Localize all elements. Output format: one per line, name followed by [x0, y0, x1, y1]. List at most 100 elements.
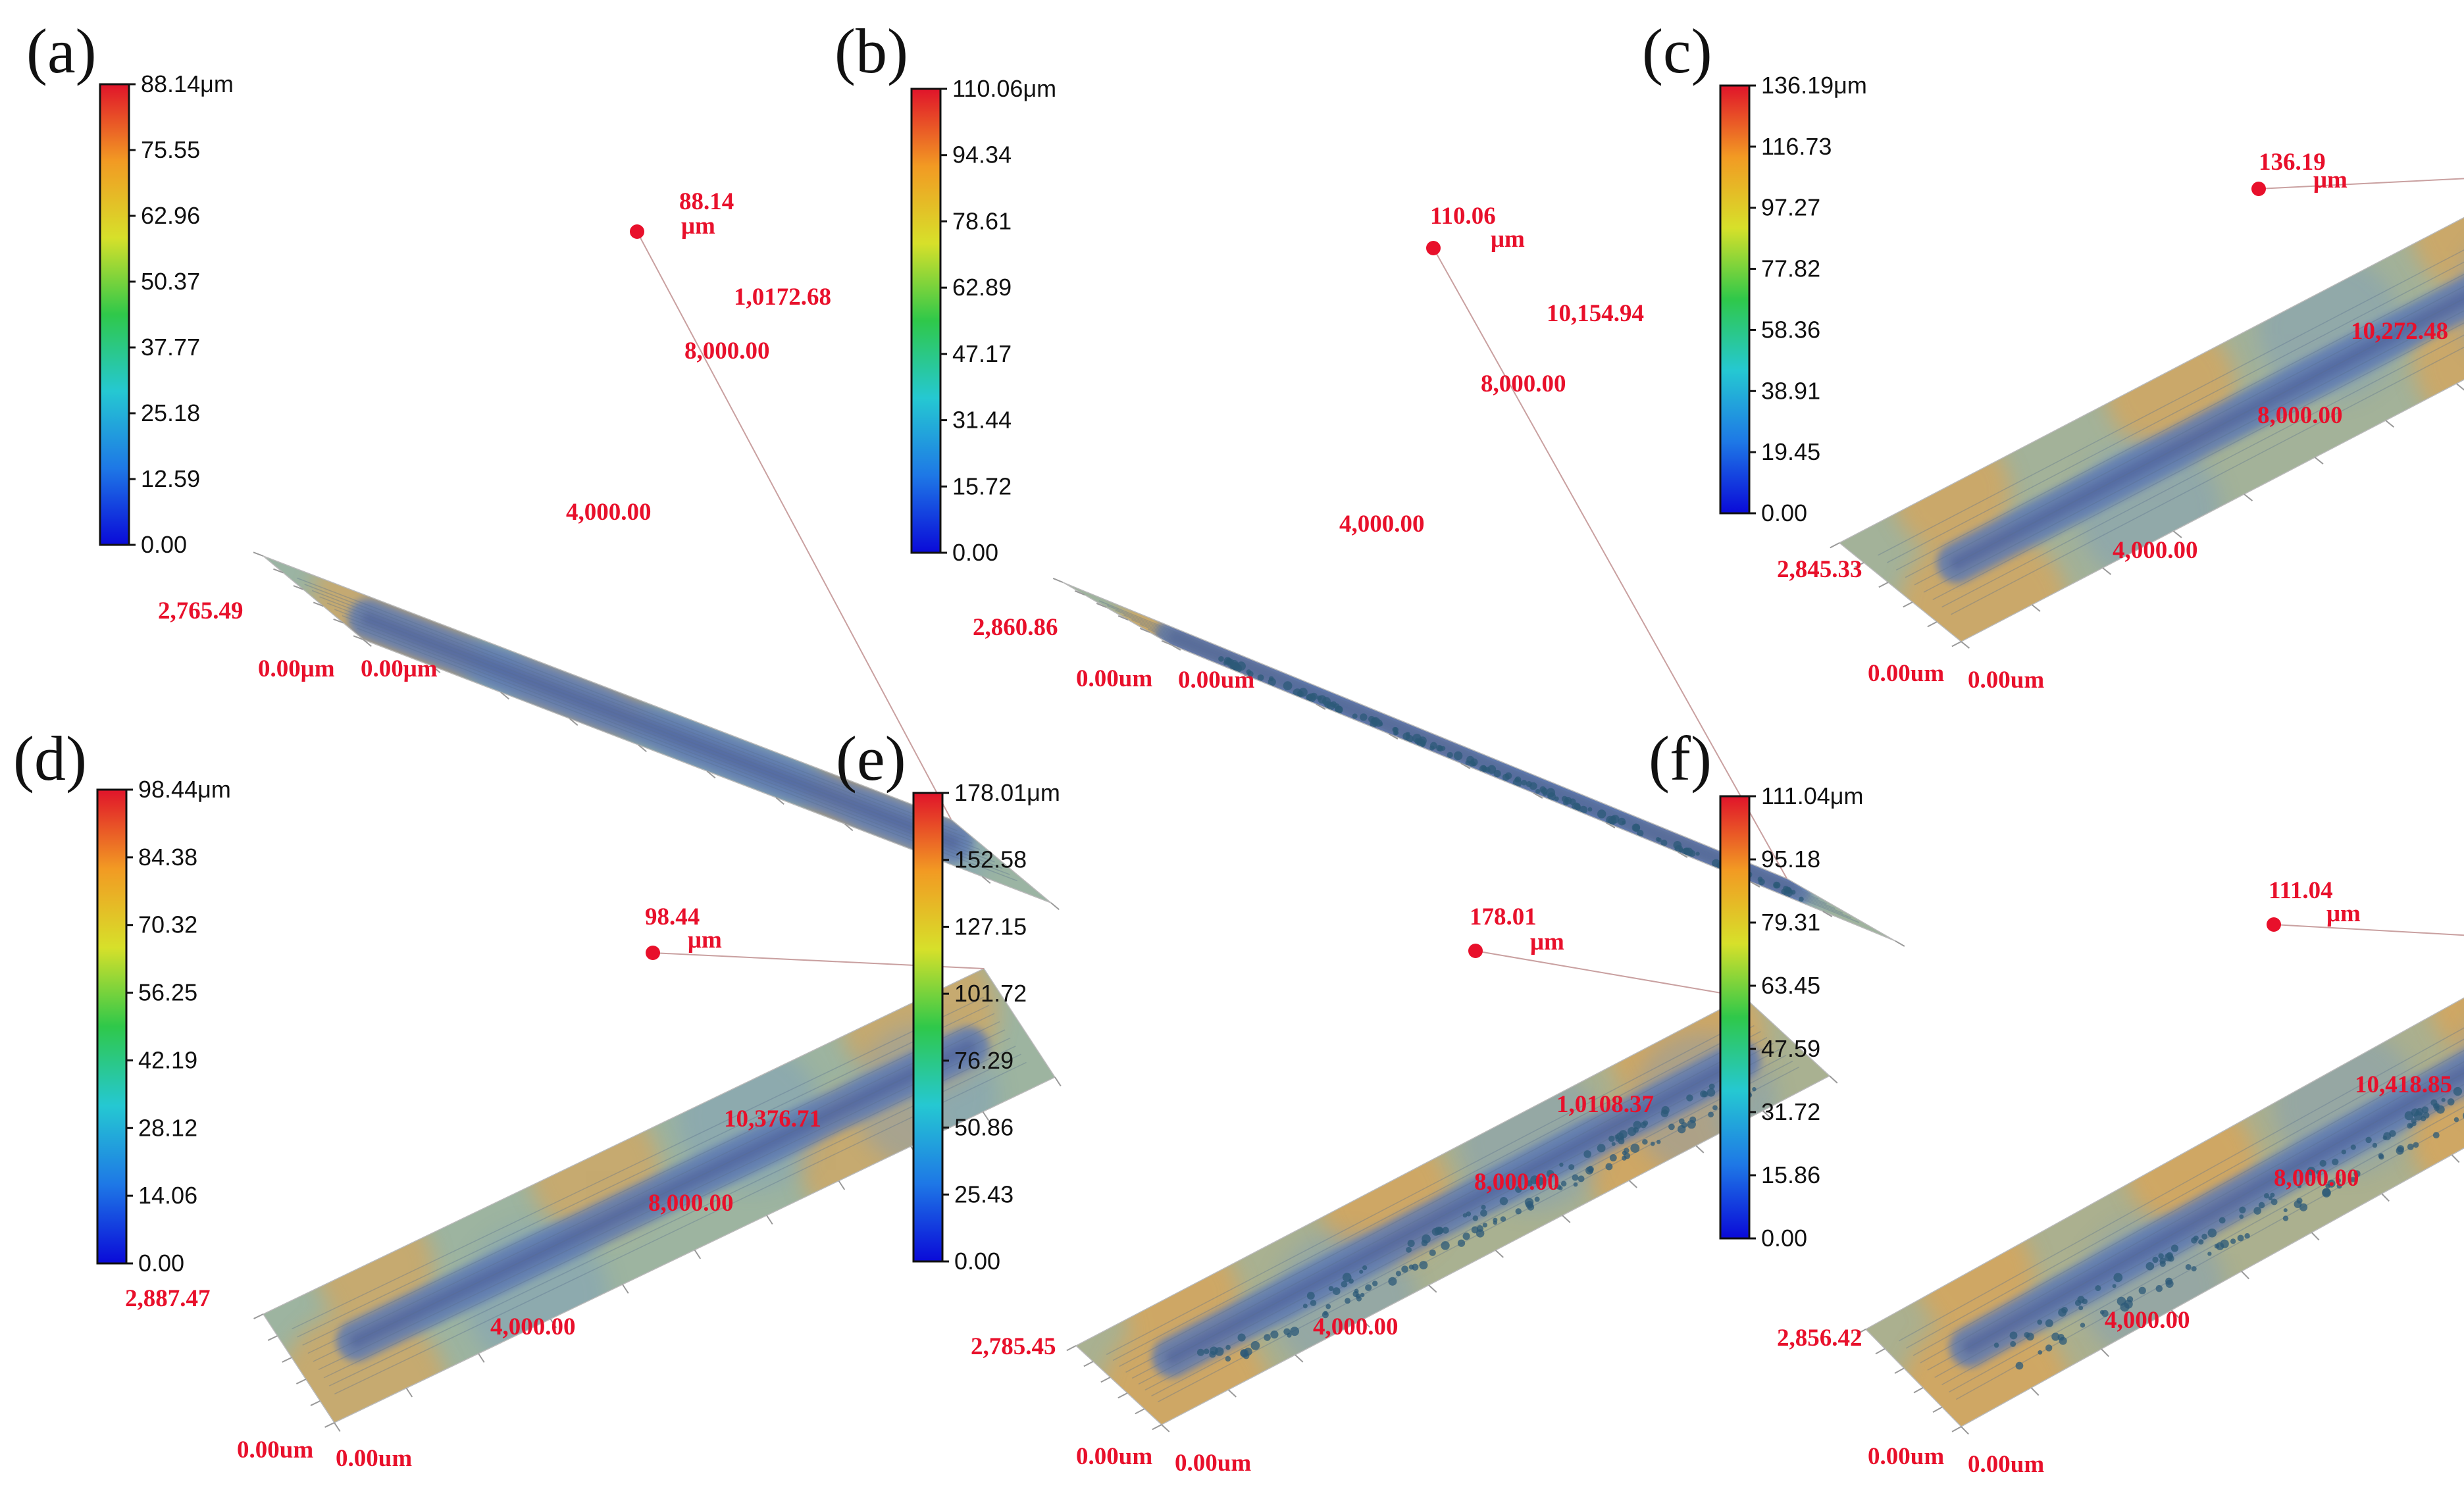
max-height-value: 178.01: [1470, 903, 1537, 930]
length-axis-tick-label: 8,000.00: [2257, 402, 2343, 429]
colorbar-tick-label: 25.43: [954, 1181, 1014, 1207]
length-axis-tick-label: 8,000.00: [684, 338, 770, 365]
width-axis-origin-label: 0.00um: [1076, 665, 1152, 692]
colorbar-tick-label: 94.34: [952, 141, 1012, 168]
length-axis-origin-label: 0.00um: [1178, 667, 1254, 694]
colorbar: [912, 792, 944, 1263]
panel-f: (f) 111.04μm 95.18 79.31 63.45 47.59 31.72 15.8…: [1649, 723, 2464, 1478]
colorbar-tick-label: 75.55: [141, 136, 200, 163]
panel-label: (e): [836, 723, 906, 794]
length-axis-origin-label: 0.00um: [1968, 667, 2044, 694]
colorbar-tick-label: 110.06μm: [952, 75, 1056, 102]
max-height-marker: [630, 224, 644, 239]
width-axis-end-label: 2,765.49: [158, 597, 244, 624]
colorbar: [910, 88, 942, 554]
max-height-value: 136.19: [2259, 149, 2326, 176]
length-axis-tick-label: 8,000.00: [1474, 1169, 1560, 1196]
colorbar-tick-label: 78.61: [952, 207, 1012, 234]
panel-label: (d): [13, 723, 87, 794]
colorbar-tick-label: 31.44: [952, 407, 1012, 434]
colorbar: [96, 788, 128, 1265]
colorbar-tick-label: 136.19μm: [1761, 72, 1867, 99]
max-height-unit: μm: [681, 213, 715, 240]
length-axis-origin-label: 0.00um: [1175, 1450, 1251, 1477]
length-axis-tick-label: 4,000.00: [2113, 537, 2198, 564]
colorbar: [1719, 84, 1751, 515]
height-map-surface: [1839, 174, 2464, 642]
panel-c: (c) 136.19μm 116.73 97.27 77.82 58.36 38.91 19.…: [1642, 16, 2464, 694]
length-axis-origin-label: 0.00um: [1968, 1451, 2044, 1478]
colorbar-tick-label: 56.25: [138, 979, 197, 1006]
max-height-marker: [1468, 944, 1483, 958]
panel-label: (a): [26, 16, 97, 86]
length-axis-origin-label: 0.00um: [336, 1445, 412, 1472]
width-axis-origin-label: 0.00μm: [258, 655, 335, 682]
colorbar-tick-label: 31.72: [1761, 1098, 1820, 1125]
max-height-unit: μm: [2313, 166, 2348, 193]
colorbar-tick-label: 70.32: [138, 911, 197, 938]
length-axis-origin-label: 0.00μm: [361, 655, 438, 682]
height-map-surface: [1866, 941, 2464, 1427]
colorbar-tick-label: 178.01μm: [954, 779, 1060, 806]
colorbar-tick-label: 0.00: [141, 531, 187, 558]
width-axis-origin-label: 0.00um: [237, 1436, 313, 1463]
colorbar-tick-label: 127.15: [954, 913, 1027, 940]
colorbar-tick-label: 63.45: [1761, 972, 1820, 999]
length-axis-end-label: 1,0108.37: [1556, 1091, 1654, 1118]
colorbar-tick-label: 88.14μm: [141, 70, 234, 97]
length-axis-tick-label: 4,000.00: [1313, 1313, 1399, 1340]
colorbar-tick-label: 47.17: [952, 340, 1012, 367]
colorbar-tick-label: 14.06: [138, 1182, 197, 1209]
length-axis-tick-label: 4,000.00: [2105, 1307, 2190, 1334]
colorbar: [99, 83, 130, 546]
colorbar-tick-label: 47.59: [1761, 1035, 1820, 1062]
height-map-surface: [1063, 582, 1895, 941]
colorbar-tick-label: 98.44μm: [138, 776, 231, 803]
width-axis-origin-label: 0.00um: [1868, 660, 1944, 687]
length-axis-end-label: 10,154.94: [1547, 300, 1644, 327]
length-axis-tick-label: 8,000.00: [2274, 1165, 2359, 1192]
colorbar-tick-label: 97.27: [1761, 194, 1820, 221]
colorbar-tick-label: 15.86: [1761, 1161, 1820, 1188]
height-map-surface: [1076, 997, 1830, 1425]
max-height-marker: [2267, 917, 2281, 932]
max-height-unit: μm: [1530, 928, 1564, 955]
colorbar-tick-label: 77.82: [1761, 255, 1820, 282]
max-height-marker: [646, 946, 660, 960]
width-axis-end-label: 2,785.45: [971, 1333, 1056, 1360]
colorbar-tick-label: 42.19: [138, 1046, 197, 1073]
length-axis-tick-label: 8,000.00: [648, 1190, 734, 1217]
max-height-unit: μm: [1491, 226, 1525, 253]
width-axis-origin-label: 0.00um: [1076, 1443, 1152, 1470]
length-axis-tick-label: 8,000.00: [1481, 370, 1566, 397]
colorbar-tick-label: 111.04μm: [1761, 782, 1864, 809]
colorbar-tick-label: 12.59: [141, 465, 200, 492]
width-axis-origin-label: 0.00um: [1868, 1443, 1944, 1470]
width-axis-end-label: 2,887.47: [125, 1285, 211, 1312]
colorbar-tick-label: 116.73: [1761, 133, 1832, 160]
length-axis-tick-label: 4,000.00: [1339, 511, 1425, 538]
colorbar-tick-label: 0.00: [138, 1250, 184, 1277]
length-axis-end-label: 1,0172.68: [734, 284, 831, 311]
width-axis-end-label: 2,860.86: [973, 614, 1058, 641]
max-height-value: 88.14: [679, 188, 734, 215]
width-axis-end-label: 2,856.42: [1777, 1325, 1862, 1352]
colorbar-tick-label: 28.12: [138, 1114, 197, 1141]
panel-label: (f): [1649, 723, 1712, 794]
panel-label: (b): [834, 16, 908, 86]
colorbar-tick-label: 37.77: [141, 334, 200, 361]
colorbar-tick-label: 0.00: [952, 539, 998, 566]
colorbar-tick-label: 101.72: [954, 980, 1027, 1007]
colorbar-tick-label: 19.45: [1761, 438, 1820, 465]
colorbar-tick-label: 79.31: [1761, 909, 1820, 936]
max-height-value: 110.06: [1430, 203, 1496, 230]
colorbar-tick-label: 62.89: [952, 274, 1012, 301]
length-axis-end-label: 10,376.71: [724, 1105, 821, 1132]
colorbar-tick-label: 84.38: [138, 844, 197, 871]
colorbar-tick-label: 0.00: [1761, 499, 1807, 526]
colorbar-tick-label: 0.00: [1761, 1225, 1807, 1252]
length-axis-end-label: 10,418.85: [2355, 1071, 2452, 1098]
colorbar-tick-label: 50.86: [954, 1114, 1014, 1141]
colorbar-tick-label: 58.36: [1761, 316, 1820, 343]
